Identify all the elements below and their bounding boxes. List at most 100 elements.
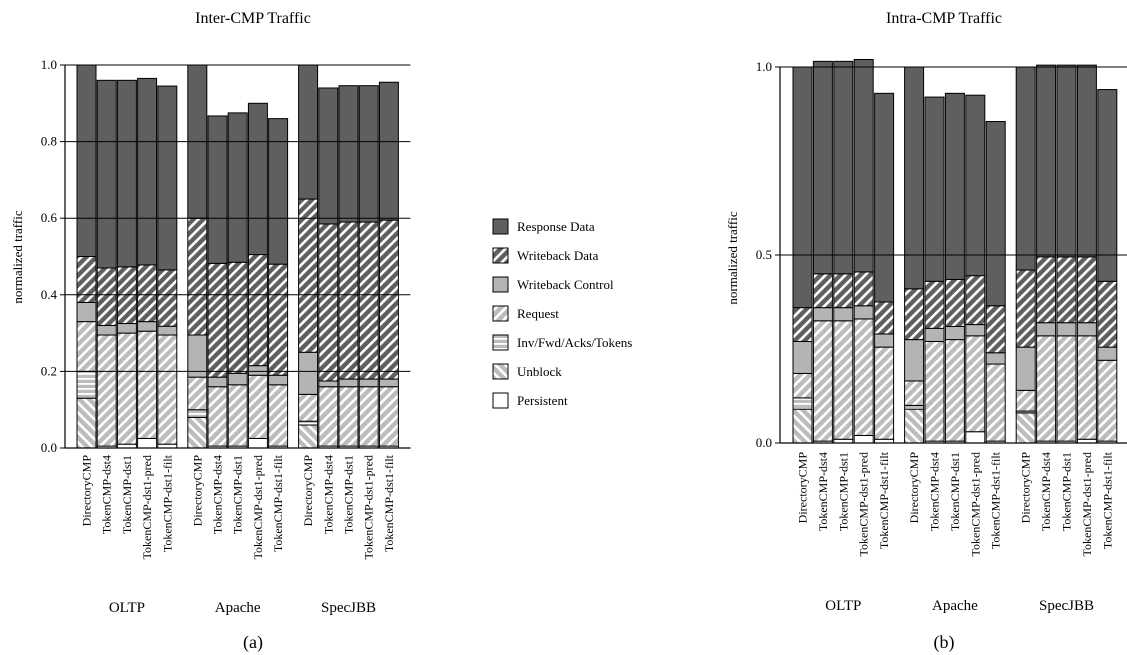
bar-label: TokenCMP-dst4 — [100, 455, 114, 534]
bar-segment-writeback-data — [96, 267, 117, 326]
bar-segment-request — [1015, 389, 1036, 412]
bar-segment-unblock — [298, 424, 319, 449]
bar-segment-response-data — [792, 66, 813, 309]
bar-label: DirectoryCMP — [301, 455, 315, 527]
bar-label: TokenCMP-dst1-filt — [877, 451, 891, 549]
y-tick-label: 0.4 — [41, 287, 58, 302]
bar-segment-response-data — [985, 121, 1006, 307]
bar-segment-request — [247, 374, 268, 439]
bar-segment-response-data — [76, 64, 97, 257]
bar-segment-request — [853, 318, 874, 436]
bar-segment-response-data — [268, 118, 289, 265]
bar-segment-request — [207, 386, 228, 447]
bar-segment-unblock — [187, 416, 208, 449]
bar-segment-inv-fwd-acks-tokens — [76, 370, 97, 399]
bar-segment-writeback-data — [853, 271, 874, 307]
bar-segment-request — [1056, 335, 1077, 442]
bar-segment-writeback-control — [874, 333, 895, 348]
bar-segment-response-data — [96, 79, 117, 269]
bar-segment-writeback-control — [157, 325, 178, 336]
bar-label: TokenCMP-dst4 — [928, 452, 942, 531]
caption-inter-cmp: (a) — [243, 632, 263, 653]
y-tick-label: 1.0 — [756, 59, 772, 74]
bar-segment-request — [1036, 335, 1057, 442]
y-tick-label: 0.6 — [41, 210, 58, 225]
bar-segment-writeback-data — [318, 223, 339, 382]
y-axis-label-intra-cmp: normalized traffic — [725, 211, 740, 304]
bar-segment-request — [874, 346, 895, 440]
bar-segment-writeback-control — [358, 378, 379, 388]
bar-segment-response-data — [207, 115, 228, 264]
bar-segment-response-data — [1036, 64, 1057, 258]
bar-segment-response-data — [1076, 64, 1097, 258]
bar-label: DirectoryCMP — [1019, 452, 1033, 524]
bar-label: TokenCMP-dst4 — [1039, 452, 1053, 531]
bar-label: TokenCMP-dst4 — [321, 455, 335, 534]
bar-segment-response-data — [378, 81, 399, 221]
bar-segment-response-data — [853, 58, 874, 273]
bar-segment-response-data — [157, 85, 178, 271]
bar-segment-writeback-data — [1097, 280, 1118, 348]
bar-label: DirectoryCMP — [80, 455, 94, 527]
axes-inter-cmp: 0.0 0.2 0.4 0.6 0.8 1.0 — [41, 57, 411, 455]
bar-segment-request — [812, 320, 833, 442]
legend-swatch-request — [492, 305, 509, 322]
bar-segment-response-data — [358, 85, 379, 223]
bar-segment-writeback-data — [944, 278, 965, 327]
y-tick-label: 1.0 — [41, 57, 57, 72]
bar-segment-request — [187, 376, 208, 411]
bar-segment-writeback-data — [1076, 256, 1097, 324]
chart-title-inter-cmp: Inter-CMP Traffic — [195, 10, 311, 27]
bar-segment-request — [137, 330, 158, 439]
bar-segment-writeback-data — [1036, 256, 1057, 324]
bar-segment-writeback-control — [96, 324, 117, 336]
bar-segment-writeback-control — [318, 380, 339, 388]
legend-label: Unblock — [517, 364, 562, 379]
bar-label: TokenCMP-dst4 — [816, 452, 830, 531]
bar-segment-writeback-control — [853, 305, 874, 320]
bar-segment-writeback-control — [298, 351, 319, 395]
y-tick-label: 0.2 — [41, 363, 57, 378]
legend-label: Writeback Control — [517, 277, 614, 292]
bar-segment-response-data — [874, 92, 895, 303]
bar-segment-inv-fwd-acks-tokens — [904, 404, 925, 410]
bar-segment-writeback-control — [227, 372, 248, 386]
bar-label: TokenCMP-dst1 — [342, 455, 356, 534]
bar-label: TokenCMP-dst1-pred — [857, 452, 871, 556]
y-tick-label: 0.5 — [756, 247, 772, 262]
bar-segment-writeback-control — [812, 307, 833, 322]
bar-segment-writeback-control — [1056, 322, 1077, 337]
bar-label: TokenCMP-dst1-pred — [251, 455, 265, 559]
bar-segment-writeback-control — [378, 378, 399, 388]
bar-segment-unblock — [76, 397, 97, 449]
bar-label: TokenCMP-dst1 — [231, 455, 245, 534]
bar-label: TokenCMP-dst1 — [948, 452, 962, 531]
bar-segment-writeback-control — [116, 323, 137, 334]
bar-segment-request — [268, 384, 289, 447]
bar-label: TokenCMP-dst1 — [836, 452, 850, 531]
bar-segment-writeback-control — [904, 339, 925, 382]
bar-segment-request — [378, 386, 399, 447]
bar-segment-request — [116, 332, 137, 445]
bar-segment-writeback-data — [985, 305, 1006, 354]
bar-segment-request — [985, 363, 1006, 442]
bar-segment-writeback-data — [904, 288, 925, 341]
bar-label: TokenCMP-dst1-pred — [362, 455, 376, 559]
bars-inter-cmp: DirectoryCMP TokenCMP-dst4 TokenCMP-dst1 To… — [76, 64, 399, 616]
bar-segment-request — [96, 334, 117, 447]
legend-label: Writeback Data — [517, 248, 599, 263]
bar-segment-inv-fwd-acks-tokens — [187, 409, 208, 418]
legend-swatch-inv-fwd-acks-tokens — [492, 334, 509, 351]
bar-segment-response-data — [944, 92, 965, 280]
legend-swatch-writeback-data — [492, 247, 509, 264]
legend-label: Inv/Fwd/Acks/Tokens — [517, 335, 632, 350]
bar-segment-response-data — [812, 60, 833, 275]
bar-segment-writeback-data — [268, 263, 289, 376]
bar-label: TokenCMP-dst1 — [120, 455, 134, 534]
bar-segment-request — [904, 380, 925, 406]
bar-segment-request — [358, 386, 379, 447]
bar-segment-writeback-data — [187, 217, 208, 336]
chart-inter-cmp: Inter-CMP Traffic normalized traffic Dir… — [10, 10, 411, 653]
bar-segment-inv-fwd-acks-tokens — [298, 420, 319, 426]
